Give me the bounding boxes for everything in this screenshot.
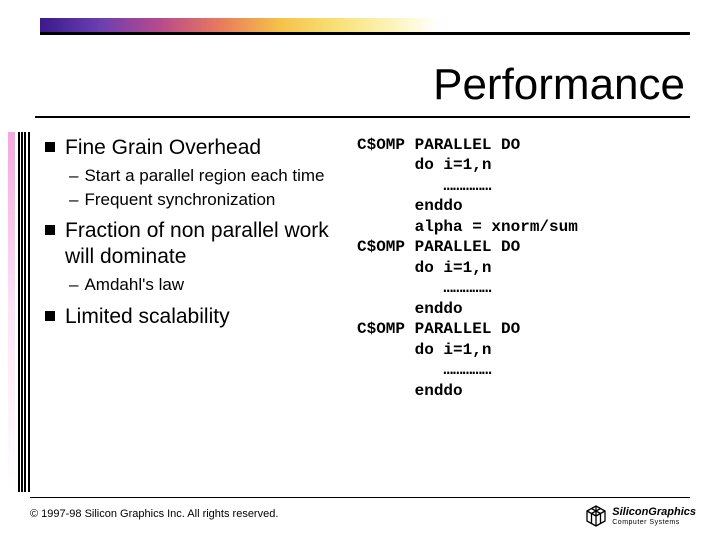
- top-bar-underline: [40, 32, 690, 35]
- slide-title: Performance: [433, 60, 685, 110]
- dash-icon: –: [69, 165, 78, 186]
- copyright-text: © 1997-98 Silicon Graphics Inc. All righ…: [30, 508, 278, 520]
- top-gradient-bar: [40, 18, 440, 32]
- code-column: C$OMP PARALLEL DO do i=1,n …………… enddo a…: [355, 135, 700, 480]
- content-area: Fine Grain Overhead –Start a parallel re…: [45, 135, 700, 480]
- sub-item: –Frequent synchronization: [69, 189, 355, 210]
- bullet-item: Limited scalability: [45, 304, 355, 330]
- left-decoration: [0, 132, 30, 540]
- bullet-item: Fine Grain Overhead –Start a parallel re…: [45, 135, 355, 210]
- pink-stripe: [8, 132, 15, 492]
- slide: Performance Fine Grain Overhead –Start a…: [0, 0, 720, 540]
- sgi-cube-icon: [584, 504, 608, 528]
- black-stripes: [18, 132, 30, 492]
- sub-text: Start a parallel region each time: [84, 165, 324, 186]
- square-bullet-icon: [45, 225, 55, 235]
- sub-list: –Start a parallel region each time –Freq…: [69, 165, 355, 210]
- bullet-text: Limited scalability: [65, 304, 230, 330]
- logo-text-block: SiliconGraphics Computer Systems: [612, 507, 696, 526]
- sub-item: –Amdahl's law: [69, 274, 355, 295]
- square-bullet-icon: [45, 142, 55, 152]
- bullet-column: Fine Grain Overhead –Start a parallel re…: [45, 135, 355, 480]
- sub-text: Frequent synchronization: [84, 189, 275, 210]
- square-bullet-icon: [45, 311, 55, 321]
- bullet-text: Fraction of non parallel work will domin…: [65, 218, 355, 271]
- title-underline: [35, 116, 690, 118]
- bullet-text: Fine Grain Overhead: [65, 135, 261, 161]
- sub-item: –Start a parallel region each time: [69, 165, 355, 186]
- logo-brand: SiliconGraphics: [612, 507, 696, 518]
- footer-line: [30, 497, 690, 499]
- dash-icon: –: [69, 189, 78, 210]
- sub-text: Amdahl's law: [84, 274, 184, 295]
- logo-subtitle: Computer Systems: [612, 519, 696, 526]
- bullet-item: Fraction of non parallel work will domin…: [45, 218, 355, 296]
- code-block: C$OMP PARALLEL DO do i=1,n …………… enddo a…: [357, 135, 700, 401]
- sub-list: –Amdahl's law: [69, 274, 355, 295]
- dash-icon: –: [69, 274, 78, 295]
- sgi-logo: SiliconGraphics Computer Systems: [584, 504, 696, 528]
- bullet-list: Fine Grain Overhead –Start a parallel re…: [45, 135, 355, 330]
